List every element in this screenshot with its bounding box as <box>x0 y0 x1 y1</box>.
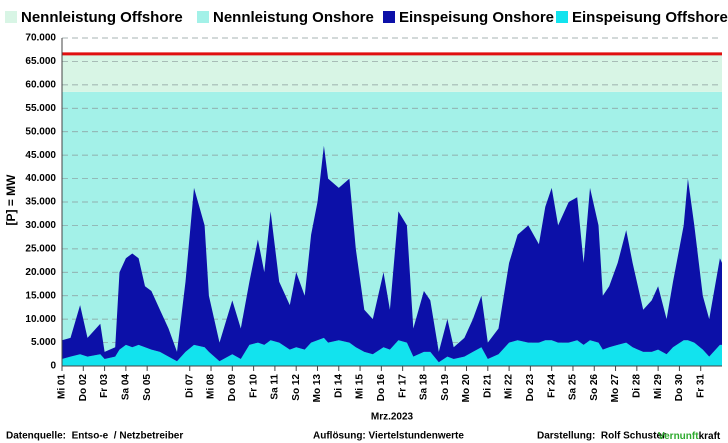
y-tick-label: 70.000 <box>25 33 56 44</box>
x-tick-label: Fr 10 <box>248 374 259 398</box>
x-tick-label: Di 28 <box>631 374 642 398</box>
x-tick-label: Mi 01 <box>57 374 68 399</box>
legend-swatch <box>383 11 395 23</box>
x-tick-label: Mi 15 <box>355 374 366 399</box>
x-tick-label: Sa 18 <box>419 374 430 401</box>
x-tick-label: Mi 08 <box>206 374 217 399</box>
x-tick-label: Do 02 <box>78 374 89 402</box>
footer-resolution: Auflösung: Viertelstundenwerte <box>313 431 464 442</box>
y-tick-label: 15.000 <box>25 290 56 301</box>
x-tick-label: Di 21 <box>482 374 493 398</box>
legend-label: Einspeisung Offshore <box>572 9 728 26</box>
y-tick-label: 10.000 <box>25 314 56 325</box>
x-tick-label: Do 09 <box>227 374 238 402</box>
x-tick-label: Mi 22 <box>504 374 515 399</box>
x-tick-label: Fr 31 <box>695 374 706 398</box>
legend-label: Nennleistung Offshore <box>21 9 183 26</box>
x-tick-label: Sa 25 <box>568 374 579 401</box>
x-tick-label: Di 07 <box>184 374 195 398</box>
y-tick-label: 0 <box>50 361 56 372</box>
x-axis-label: Mrz.2023 <box>371 412 414 423</box>
footer-author: Darstellung: Rolf Schuster <box>537 431 666 442</box>
y-tick-label: 55.000 <box>25 103 56 114</box>
y-tick-label: 50.000 <box>25 126 56 137</box>
x-tick-label: Fr 17 <box>397 374 408 398</box>
y-tick-label: 40.000 <box>25 173 56 184</box>
x-tick-label: Mi 29 <box>653 374 664 399</box>
x-tick-label: Fr 03 <box>99 374 110 398</box>
x-tick-label: Di 14 <box>333 374 344 398</box>
footer-source: Datenquelle: Entso-e / Netzbetreiber <box>6 431 183 442</box>
x-tick-label: Fr 24 <box>546 374 557 398</box>
legend-swatch <box>197 11 209 23</box>
x-tick-label: Sa 04 <box>121 374 132 401</box>
legend-label: Einspeisung Onshore <box>399 9 554 26</box>
area <box>62 145 722 363</box>
y-tick-label: 30.000 <box>25 220 56 231</box>
brand-part: Vernunft <box>658 431 699 442</box>
y-tick-label: 25.000 <box>25 243 56 254</box>
y-tick-label: 65.000 <box>25 56 56 67</box>
x-tick-label: Do 23 <box>525 374 536 402</box>
x-tick-label: Mo 20 <box>461 374 472 403</box>
capacity-band <box>62 53 722 92</box>
x-tick-label: So 12 <box>291 374 302 401</box>
legend-swatch <box>556 11 568 23</box>
x-tick-label: Sa 11 <box>270 374 281 400</box>
footer-brand: Vernunftkraft <box>658 431 721 442</box>
x-tick-label: So 19 <box>440 374 451 401</box>
x-tick-label: Mo 27 <box>610 374 621 403</box>
legend-swatch <box>5 11 17 23</box>
y-tick-label: 35.000 <box>25 197 56 208</box>
y-tick-label: 5.000 <box>31 337 56 348</box>
y-tick-label: 20.000 <box>25 267 56 278</box>
x-tick-label: So 05 <box>142 374 153 401</box>
y-tick-label: 60.000 <box>25 79 56 90</box>
legend-label: Nennleistung Onshore <box>213 9 374 26</box>
area <box>62 337 722 366</box>
x-tick-label: Mo 13 <box>312 374 323 403</box>
x-tick-label: Do 16 <box>376 374 387 402</box>
y-tick-label: 45.000 <box>25 150 56 161</box>
x-tick-label: Do 30 <box>674 374 685 402</box>
brand-part: kraft <box>699 431 721 442</box>
y-axis-label: [P] = MW <box>4 174 18 226</box>
x-tick-label: So 26 <box>589 374 600 401</box>
